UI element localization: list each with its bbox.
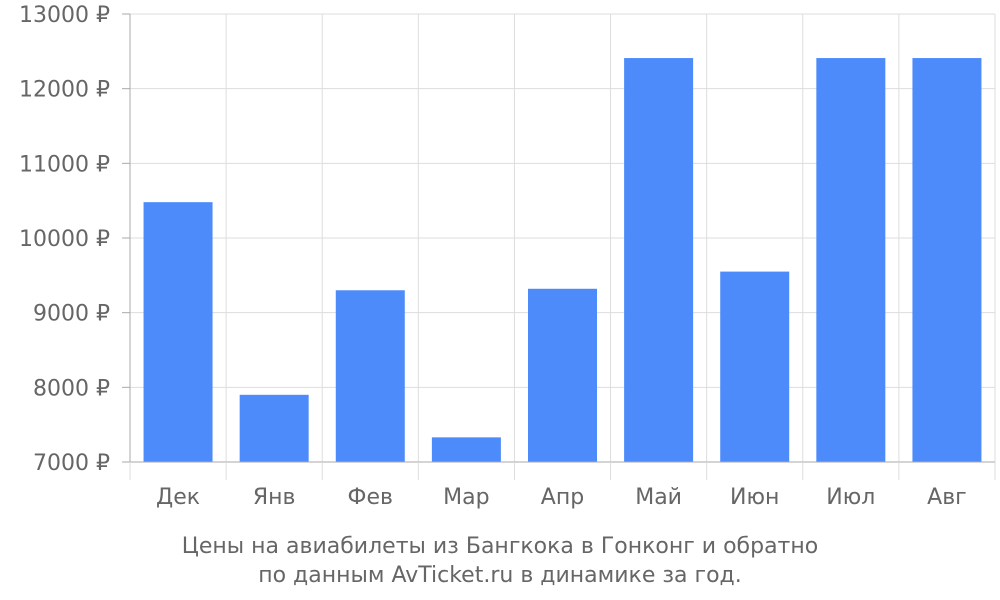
bar bbox=[143, 202, 213, 462]
y-tick-label: 13000 ₽ bbox=[19, 3, 110, 28]
y-tick-label: 8000 ₽ bbox=[33, 376, 110, 401]
y-tick-label: 9000 ₽ bbox=[33, 302, 110, 327]
x-tick-label: Янв bbox=[253, 485, 296, 510]
tick-labels: 7000 ₽ 8000 ₽ 9000 ₽ 10000 ₽ 11000 ₽ 12000 ₽ 1… bbox=[19, 3, 967, 510]
x-tick-label: Авг bbox=[927, 485, 967, 510]
y-tick-label: 7000 ₽ bbox=[33, 451, 110, 476]
y-tick-label: 11000 ₽ bbox=[19, 152, 110, 177]
x-tick-label: Июн bbox=[730, 485, 779, 510]
bars bbox=[143, 58, 982, 462]
bar bbox=[816, 58, 886, 462]
bar bbox=[335, 290, 405, 462]
bar bbox=[912, 58, 982, 462]
axes bbox=[122, 13, 996, 480]
bar bbox=[528, 288, 597, 462]
bar bbox=[239, 394, 309, 462]
chart-caption-line-1: Цены на авиабилеты из Бангкока в Гонконг… bbox=[181, 534, 819, 559]
x-tick-label: Апр bbox=[541, 485, 584, 510]
x-tick-label: Май bbox=[635, 485, 682, 510]
chart-caption-line-2: по данным AvTicket.ru в динамике за год. bbox=[258, 563, 742, 588]
x-tick-label: Фев bbox=[348, 485, 393, 510]
bar bbox=[624, 58, 694, 462]
y-tick-label: 10000 ₽ bbox=[19, 227, 110, 252]
x-tick-label: Дек bbox=[156, 485, 200, 510]
x-tick-label: Июл bbox=[826, 485, 875, 510]
x-tick-label: Мар bbox=[443, 485, 489, 510]
grid-lines bbox=[130, 13, 996, 463]
y-tick-label: 12000 ₽ bbox=[19, 78, 110, 103]
bar bbox=[720, 271, 790, 462]
bar bbox=[431, 437, 501, 462]
